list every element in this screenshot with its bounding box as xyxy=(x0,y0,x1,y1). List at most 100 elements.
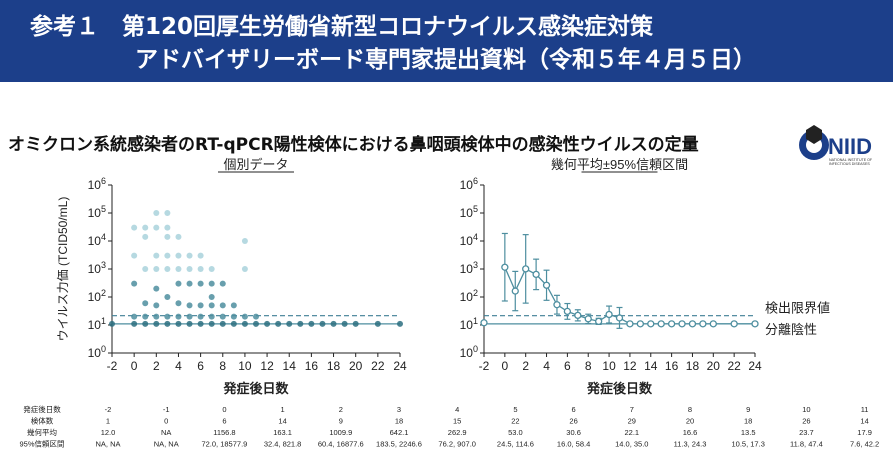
data-point xyxy=(153,313,160,320)
y-tick-label: 100 xyxy=(88,344,106,360)
stats-cell: 163.1 xyxy=(273,428,292,437)
niid-logo-small-2: INFECTIOUS DISEASES xyxy=(829,162,870,166)
stats-cell: 262.9 xyxy=(448,428,467,437)
x-tick-label: 8 xyxy=(585,359,592,373)
x-tick-label: 10 xyxy=(238,359,252,373)
x-tick-label: 24 xyxy=(393,359,407,373)
stats-cell: 22.1 xyxy=(624,428,639,437)
stats-row-label: 幾何平均 xyxy=(27,427,57,437)
stats-cell: 14.0, 35.0 xyxy=(615,440,648,449)
data-point xyxy=(186,252,193,259)
data-point xyxy=(397,320,403,327)
data-point xyxy=(208,320,215,327)
x-tick-label: 16 xyxy=(305,359,319,373)
stats-cell: 6 xyxy=(222,417,226,426)
stats-cell: 72.0, 18577.9 xyxy=(201,440,247,449)
mean-point xyxy=(699,320,707,328)
data-point xyxy=(175,266,182,272)
data-point xyxy=(197,252,204,259)
x-tick-label: 4 xyxy=(175,359,182,373)
data-point xyxy=(275,320,282,327)
stats-row-label: 95%信頼区間 xyxy=(19,439,64,449)
data-point xyxy=(319,320,326,327)
data-point xyxy=(241,266,248,272)
x-tick-label: 0 xyxy=(502,359,509,373)
header-title-line1: 参考１ 第120回厚生労働省新型コロナウイルス感染症対策 xyxy=(30,14,654,40)
data-point xyxy=(241,320,248,327)
data-point xyxy=(153,210,160,216)
data-point xyxy=(297,320,304,327)
stats-cell: 6 xyxy=(572,405,576,414)
mean-point xyxy=(574,311,582,320)
y-tick-label: 104 xyxy=(460,232,478,248)
data-point xyxy=(219,320,226,327)
stats-table: 発症後日数 検体数 幾何平均 95%信頼区間 -2 1 12.0 NA, NA -1 0 NA NA,… xyxy=(0,404,893,453)
y-tick-label: 106 xyxy=(88,176,106,192)
data-point xyxy=(219,313,226,320)
data-point xyxy=(153,285,160,292)
niid-logo-small-1: NATIONAL INSTITUTE OF xyxy=(829,158,873,162)
y-axis-label: ウイルス力価 (TCID50/mL) xyxy=(56,197,70,342)
stats-cell: 16.6 xyxy=(683,428,698,437)
x-tick-label: 14 xyxy=(644,359,658,373)
x-tick-label: 6 xyxy=(564,359,571,373)
x-tick-label: 8 xyxy=(219,359,226,373)
x-tick-label: -2 xyxy=(479,359,490,373)
x-tick-label: 10 xyxy=(602,359,616,373)
stats-cell: 18 xyxy=(395,417,403,426)
x-tick-label: 2 xyxy=(153,359,160,373)
stats-cell: 183.5, 2246.6 xyxy=(376,440,422,449)
x-tick-label: 20 xyxy=(349,359,363,373)
mean-point xyxy=(709,320,717,328)
x-tick-label: 18 xyxy=(686,359,700,373)
stats-cell: NA xyxy=(161,428,171,437)
data-point xyxy=(186,302,193,309)
data-point xyxy=(253,320,259,327)
data-point xyxy=(186,266,193,272)
data-point xyxy=(153,224,160,231)
data-point xyxy=(208,313,215,320)
stats-cell: -1 xyxy=(163,405,170,414)
stats-cell: 14 xyxy=(860,417,868,426)
mean-point xyxy=(542,281,551,289)
stats-cell: 11.3, 24.3 xyxy=(674,440,707,449)
mean-point xyxy=(667,320,676,328)
x-tick-label: 22 xyxy=(727,359,741,373)
stats-row-label: 発症後日数 xyxy=(23,404,61,414)
stats-cell: 76.2, 907.0 xyxy=(438,440,476,449)
data-point xyxy=(374,320,381,327)
stats-cell: 32.4, 821.8 xyxy=(264,440,302,449)
stats-cell: 18 xyxy=(744,417,752,426)
mean-point xyxy=(584,315,592,323)
stats-cell: 13.5 xyxy=(741,428,756,437)
data-point xyxy=(131,252,138,259)
stats-cell: 17.9 xyxy=(857,428,872,437)
data-point xyxy=(264,320,271,327)
x-tick-label: 18 xyxy=(327,359,341,373)
mean-point xyxy=(532,270,540,279)
data-point xyxy=(142,233,149,240)
mean-point xyxy=(511,287,519,295)
data-point xyxy=(208,294,215,300)
data-point xyxy=(219,302,226,309)
x-tick-label: 12 xyxy=(260,359,274,373)
header-banner: 参考１ 第120回厚生労働省新型コロナウイルス感染症対策 アドバイザリーボード専… xyxy=(0,0,893,82)
stats-cell: 30.6 xyxy=(566,428,581,437)
mean-point xyxy=(636,320,644,328)
niid-logo-text: NIID xyxy=(828,134,872,159)
y-tick-label: 101 xyxy=(88,316,106,332)
x-tick-label: -2 xyxy=(107,359,118,373)
mean-point xyxy=(480,319,488,327)
data-point xyxy=(197,320,204,327)
stats-cell: 1 xyxy=(106,417,110,426)
niid-logo-hexagon xyxy=(806,125,822,144)
x-tick-label: 12 xyxy=(623,359,637,373)
data-point xyxy=(197,266,204,272)
stats-cell: 2 xyxy=(339,405,343,414)
mean-point xyxy=(615,314,624,322)
stats-cell: 12.0 xyxy=(101,428,116,437)
stats-cell: 22 xyxy=(511,417,519,426)
data-point xyxy=(164,210,171,216)
mean-point xyxy=(751,320,759,328)
